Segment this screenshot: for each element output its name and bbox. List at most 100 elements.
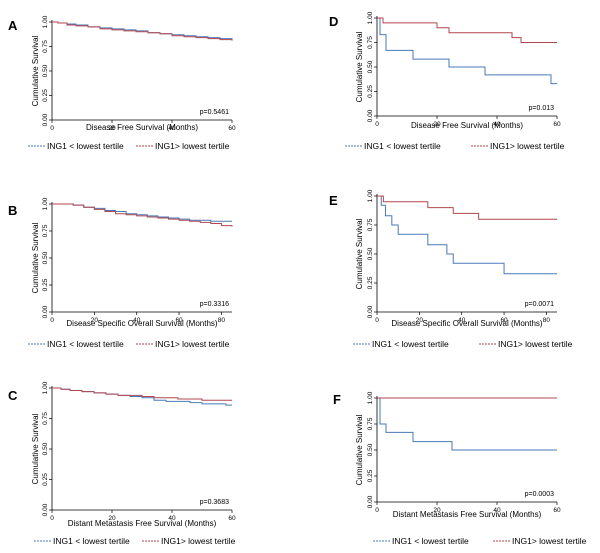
x-tick-label: 60 xyxy=(175,317,183,324)
x-tick-label: 20 xyxy=(416,317,424,324)
panel-letter: A xyxy=(8,18,18,33)
y-tick-label: 0.50 xyxy=(367,60,374,73)
legend-label-low: ING1 < lowest tertile xyxy=(372,339,449,349)
legend-label-low: ING1 < lowest tertile xyxy=(47,339,124,349)
legend-label-high: ING1> lowest tertile xyxy=(490,141,565,151)
legend-label-high: ING1> lowest tertile xyxy=(498,339,573,349)
y-tick-label: 0.00 xyxy=(42,503,49,516)
x-tick-label: 0 xyxy=(50,515,54,522)
y-tick-label: 0.50 xyxy=(367,443,374,456)
y-tick-label: 0.25 xyxy=(367,276,374,289)
x-axis-label: Disease Free Survival (Months) xyxy=(86,123,198,132)
x-tick-label: 60 xyxy=(553,507,561,514)
p-value-label: p=0.0003 xyxy=(525,491,554,498)
y-axis-label: Cumulative Survival xyxy=(31,413,40,484)
x-tick-label: 60 xyxy=(228,125,236,132)
y-tick-label: 0.50 xyxy=(42,64,49,77)
x-tick-label: 40 xyxy=(493,121,501,128)
y-axis-label: Cumulative Survival xyxy=(355,218,364,289)
y-tick-label: 0.25 xyxy=(42,473,49,486)
panel-letter: D xyxy=(329,14,338,29)
panel-letter: C xyxy=(8,388,18,403)
panel-a: A 0.00 0.25 0.50 0.75 1.00 0 20 40 60 Disease Free… xyxy=(8,15,236,151)
y-tick-label: 0.00 xyxy=(367,305,374,318)
x-tick-label: 0 xyxy=(50,317,54,324)
panel-letter: E xyxy=(329,193,338,208)
y-tick-label: 0.50 xyxy=(42,251,49,264)
y-tick-label: 1.00 xyxy=(42,15,49,28)
y-axis-label: Cumulative Survival xyxy=(31,35,40,106)
panel-letter: F xyxy=(333,392,341,407)
survival-curve-high xyxy=(52,387,232,401)
p-value-label: p=0.013 xyxy=(529,105,555,112)
y-tick-label: 1.00 xyxy=(367,189,374,202)
x-tick-label: 40 xyxy=(168,515,176,522)
x-tick-label: 0 xyxy=(50,125,54,132)
y-tick-label: 0.00 xyxy=(367,495,374,508)
y-tick-label: 0.25 xyxy=(42,278,49,291)
x-tick-label: 80 xyxy=(543,317,551,324)
x-axis-label: Disease Specific Overall Survival (Month… xyxy=(391,319,542,328)
x-tick-label: 20 xyxy=(433,121,441,128)
x-axis-label: Distant Metastasis Free Survival (Months… xyxy=(68,519,217,528)
y-tick-label: 1.00 xyxy=(367,391,374,404)
x-tick-label: 40 xyxy=(168,125,176,132)
x-axis-label: Distant Metastasis Free Survival (Months… xyxy=(393,510,542,519)
legend-label-low: ING1 < lowest tertile xyxy=(47,141,124,151)
x-tick-label: 40 xyxy=(458,317,466,324)
survival-curve-high xyxy=(52,21,233,41)
y-axis-label: Cumulative Survival xyxy=(31,222,40,293)
y-tick-label: 0.50 xyxy=(42,442,49,455)
x-tick-label: 0 xyxy=(375,507,379,514)
survival-curve-high xyxy=(52,203,233,227)
x-tick-label: 60 xyxy=(500,317,508,324)
y-tick-label: 0.50 xyxy=(367,247,374,260)
y-tick-label: 1.00 xyxy=(42,381,49,394)
x-tick-label: 40 xyxy=(493,507,501,514)
panel-d: D 0.00 0.25 0.50 0.75 1.00 0 20 40 60 Disease Free… xyxy=(329,11,565,151)
survival-curve-low xyxy=(377,397,557,451)
y-tick-label: 0.00 xyxy=(367,109,374,122)
y-axis-label: Cumulative Survival xyxy=(355,414,364,485)
y-tick-label: 0.75 xyxy=(367,417,374,430)
x-tick-label: 80 xyxy=(218,317,226,324)
y-axis-label: Cumulative Survival xyxy=(355,31,364,102)
legend-label-low: ING1 < lowest tertile xyxy=(53,536,130,546)
x-tick-label: 20 xyxy=(108,515,116,522)
legend-label-high: ING1> lowest tertile xyxy=(512,536,587,546)
survival-curve-low xyxy=(377,17,557,85)
x-tick-label: 40 xyxy=(133,317,141,324)
legend-label-high: ING1> lowest tertile xyxy=(161,536,236,546)
legend-label-low: ING1 < lowest tertile xyxy=(392,536,469,546)
p-value-label: p=0.0071 xyxy=(525,301,554,308)
y-tick-label: 0.75 xyxy=(367,36,374,49)
panel-f: F 0.00 0.25 0.50 0.75 1.00 0 20 40 60 Distant Meta… xyxy=(333,391,587,546)
y-tick-label: 1.00 xyxy=(367,11,374,24)
survival-curve-low xyxy=(377,195,557,275)
x-axis-label: Disease Free Survival (Months) xyxy=(411,121,523,130)
survival-curve-high xyxy=(377,195,557,220)
panel-c: C 0.00 0.25 0.50 0.75 1.00 0 20 40 60 Distant Meta… xyxy=(8,381,236,546)
survival-curve-low xyxy=(52,21,233,40)
y-tick-label: 1.00 xyxy=(42,197,49,210)
y-tick-label: 0.25 xyxy=(367,85,374,98)
x-tick-label: 0 xyxy=(375,317,379,324)
y-tick-label: 0.75 xyxy=(42,40,49,53)
y-tick-label: 0.25 xyxy=(367,469,374,482)
survival-curve-low xyxy=(52,203,232,222)
p-value-label: p=0.3683 xyxy=(200,499,229,506)
y-tick-label: 0.75 xyxy=(42,412,49,425)
p-value-label: p=0.5461 xyxy=(200,109,229,116)
y-tick-label: 0.00 xyxy=(42,113,49,126)
x-tick-label: 20 xyxy=(91,317,99,324)
panel-letter: B xyxy=(8,203,17,218)
p-value-label: p=0.3316 xyxy=(200,301,229,308)
x-axis-label: Disease Specific Overall Survival (Month… xyxy=(66,319,217,328)
y-tick-label: 0.00 xyxy=(42,305,49,318)
x-tick-label: 20 xyxy=(108,125,116,132)
survival-curve-high xyxy=(377,17,557,43)
x-tick-label: 60 xyxy=(228,515,236,522)
